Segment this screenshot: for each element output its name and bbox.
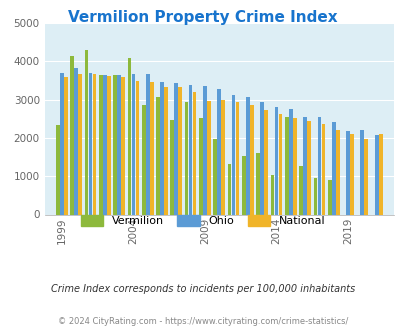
Bar xyxy=(231,95,235,214)
Bar xyxy=(102,75,107,215)
Bar xyxy=(127,58,131,214)
Bar xyxy=(60,73,64,215)
Bar xyxy=(313,178,316,214)
Bar xyxy=(278,114,281,214)
Bar xyxy=(170,120,174,214)
Bar xyxy=(207,101,210,214)
Bar xyxy=(364,140,367,214)
Bar xyxy=(307,121,310,214)
Bar xyxy=(70,56,74,214)
Bar xyxy=(188,85,192,214)
Bar xyxy=(288,109,292,214)
Bar xyxy=(141,105,145,214)
Bar xyxy=(292,118,296,214)
Bar xyxy=(327,180,331,214)
Bar xyxy=(92,74,96,215)
Bar xyxy=(78,74,82,215)
Bar xyxy=(245,97,249,214)
Bar xyxy=(84,50,88,214)
Bar xyxy=(99,75,102,214)
Bar xyxy=(335,130,339,214)
Bar xyxy=(184,102,188,214)
Bar xyxy=(113,75,117,214)
Bar xyxy=(198,118,202,214)
Bar xyxy=(270,175,274,215)
Bar xyxy=(174,83,178,214)
Bar xyxy=(331,122,335,214)
Bar xyxy=(56,124,60,214)
Bar xyxy=(374,135,377,214)
Bar xyxy=(156,97,160,214)
Bar xyxy=(121,78,125,214)
Bar xyxy=(303,117,306,214)
Bar xyxy=(145,74,149,215)
Bar xyxy=(360,130,363,214)
Bar xyxy=(164,87,167,214)
Bar xyxy=(264,110,267,214)
Bar xyxy=(284,117,288,214)
Text: Vermilion Property Crime Index: Vermilion Property Crime Index xyxy=(68,10,337,25)
Legend: Vermilion, Ohio, National: Vermilion, Ohio, National xyxy=(76,210,329,230)
Bar xyxy=(249,105,253,214)
Bar xyxy=(260,102,263,214)
Bar xyxy=(298,166,302,214)
Bar xyxy=(349,134,353,214)
Bar xyxy=(178,87,182,214)
Bar xyxy=(149,82,153,214)
Bar xyxy=(88,73,92,215)
Bar xyxy=(235,102,239,214)
Bar xyxy=(74,68,78,214)
Bar xyxy=(378,134,382,214)
Bar xyxy=(227,164,231,214)
Text: © 2024 CityRating.com - https://www.cityrating.com/crime-statistics/: © 2024 CityRating.com - https://www.city… xyxy=(58,317,347,326)
Bar xyxy=(192,92,196,214)
Bar xyxy=(202,86,206,214)
Bar xyxy=(135,81,139,214)
Bar xyxy=(117,75,121,215)
Bar xyxy=(217,89,221,214)
Bar xyxy=(131,74,135,215)
Bar xyxy=(64,77,68,215)
Bar xyxy=(345,131,349,214)
Bar xyxy=(107,76,110,214)
Bar xyxy=(221,100,224,214)
Bar xyxy=(241,156,245,214)
Bar xyxy=(274,107,278,214)
Bar xyxy=(321,124,324,214)
Bar xyxy=(256,153,259,214)
Bar xyxy=(160,82,164,214)
Bar xyxy=(317,117,320,214)
Bar xyxy=(213,139,217,214)
Text: Crime Index corresponds to incidents per 100,000 inhabitants: Crime Index corresponds to incidents per… xyxy=(51,284,354,294)
